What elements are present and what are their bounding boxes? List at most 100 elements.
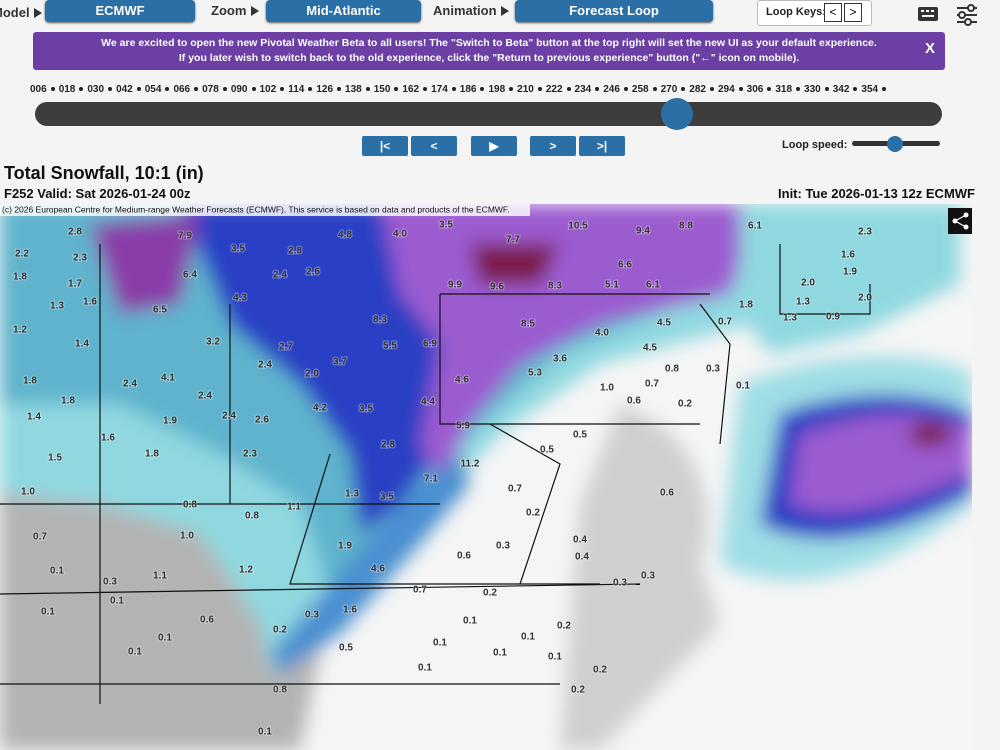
- snowfall-label: 1.8: [61, 396, 75, 407]
- snowfall-label: 0.1: [50, 566, 64, 577]
- snowfall-label: 1.5: [48, 453, 62, 464]
- animation-button[interactable]: Forecast Loop: [515, 0, 713, 22]
- banner-text: We are excited to open the new Pivotal W…: [101, 37, 877, 49]
- toolbar-icons[interactable]: [915, 3, 995, 27]
- forecast-hour[interactable]: 006: [30, 83, 47, 95]
- snowfall-label: 2.3: [858, 227, 872, 238]
- forecast-hour[interactable]: 054: [144, 83, 162, 95]
- snowfall-label: 0.7: [508, 484, 522, 495]
- map-title: Total Snowfall, 10:1 (in): [4, 163, 204, 183]
- forecast-hour[interactable]: 102: [259, 83, 277, 95]
- snowfall-label: 0.2: [571, 685, 585, 696]
- forecast-hour[interactable]: 114: [288, 83, 305, 95]
- forecast-hour[interactable]: 222: [545, 83, 563, 95]
- snowfall-label: 1.2: [239, 565, 253, 576]
- snowfall-label: 3.5: [231, 244, 245, 255]
- snowfall-label: 1.1: [287, 502, 301, 513]
- forecast-hour[interactable]: 078: [202, 83, 219, 95]
- snowfall-label: 6.9: [423, 339, 437, 350]
- playback-button[interactable]: >|: [579, 136, 625, 156]
- snowfall-label: 0.5: [540, 445, 554, 456]
- snowfall-label: 0.1: [463, 616, 477, 627]
- snowfall-label: 2.0: [305, 369, 319, 380]
- forecast-hour[interactable]: 174: [431, 83, 448, 95]
- snowfall-label: 4.0: [595, 328, 609, 339]
- close-button[interactable]: X: [924, 40, 935, 57]
- forecast-hour[interactable]: 090: [230, 83, 248, 95]
- forecast-hour[interactable]: 294: [717, 83, 735, 95]
- loop-key[interactable]: <: [824, 3, 842, 22]
- snowfall-label: 0.2: [593, 665, 607, 676]
- snowfall-label: 0.1: [41, 607, 55, 618]
- forecast-hour[interactable]: 066: [173, 83, 191, 95]
- snowfall-label: 3.7: [333, 357, 347, 368]
- snowfall-label: 0.1: [493, 648, 507, 659]
- separator-dot: [480, 87, 485, 91]
- forecast-hour[interactable]: 042: [116, 83, 133, 95]
- arrow-icon: [34, 8, 42, 18]
- snowfall-label: 1.3: [345, 489, 359, 500]
- separator-dot: [595, 87, 600, 91]
- forecast-hour[interactable]: 354: [861, 83, 879, 95]
- forecast-hour[interactable]: 330: [804, 83, 821, 95]
- playback-button[interactable]: <: [411, 136, 457, 156]
- snowfall-label: 6.4: [183, 270, 197, 281]
- forecast-hour[interactable]: 018: [58, 83, 76, 95]
- forecast-hour[interactable]: 138: [345, 83, 362, 95]
- forecast-hour[interactable]: 306: [746, 83, 764, 95]
- playback-button[interactable]: >: [530, 136, 576, 156]
- snowfall-label: 8.3: [548, 281, 562, 292]
- snowfall-label: 0.4: [573, 535, 587, 546]
- snowfall-label: 1.6: [841, 250, 855, 261]
- forecast-hour[interactable]: 150: [373, 83, 391, 95]
- forecast-hour[interactable]: 246: [603, 83, 620, 95]
- forecast-hour[interactable]: 234: [574, 83, 592, 95]
- separator-dot: [824, 87, 829, 91]
- snowfall-label: 0.1: [521, 632, 535, 643]
- speed-knob[interactable]: [887, 136, 903, 152]
- forecast-hour[interactable]: 318: [775, 83, 793, 95]
- forecast-hour[interactable]: 198: [488, 83, 506, 95]
- snowfall-label: 4.4: [421, 397, 435, 408]
- snowfall-label: 0.8: [273, 685, 287, 696]
- forecast-hour[interactable]: 030: [87, 83, 105, 95]
- slider-knob[interactable]: [661, 98, 693, 130]
- zoom-button[interactable]: Mid-Atlantic: [266, 0, 421, 22]
- forecast-hour[interactable]: 282: [689, 83, 706, 95]
- snowfall-label: 0.6: [627, 396, 641, 407]
- separator-dot: [165, 87, 170, 91]
- snowfall-label: 9.9: [448, 280, 462, 291]
- arrow-icon: [251, 6, 259, 16]
- forecast-hour[interactable]: 258: [631, 83, 649, 95]
- snowfall-label: 0.1: [418, 663, 432, 674]
- snowfall-label: 2.4: [222, 411, 236, 422]
- forecast-hour[interactable]: 342: [832, 83, 850, 95]
- snowfall-label: 0.7: [33, 532, 47, 543]
- forecast-hour[interactable]: 210: [517, 83, 534, 95]
- separator-dot: [194, 87, 199, 91]
- playback-button[interactable]: ▶: [471, 136, 517, 156]
- forecast-hour[interactable]: 162: [402, 83, 420, 95]
- loop-key[interactable]: >: [844, 3, 862, 22]
- separator-dot: [796, 87, 801, 91]
- snowfall-label: 1.6: [101, 433, 115, 444]
- separator-dot: [767, 87, 772, 91]
- snowfall-label: 1.4: [27, 412, 41, 423]
- snowfall-label: 0.7: [645, 379, 659, 390]
- forecast-hour[interactable]: 186: [459, 83, 477, 95]
- snowfall-label: 1.9: [163, 416, 177, 427]
- snowfall-label: 0.2: [678, 399, 692, 410]
- forecast-hour[interactable]: 126: [316, 83, 334, 95]
- time-slider[interactable]: [35, 102, 942, 126]
- snowfall-label: 1.6: [343, 605, 357, 616]
- snowfall-label: 2.6: [306, 267, 320, 278]
- snowfall-label: 7.9: [178, 231, 192, 242]
- share-button[interactable]: [948, 208, 972, 234]
- snowfall-label: 0.6: [660, 488, 674, 499]
- forecast-hour[interactable]: 270: [660, 83, 678, 95]
- model-button[interactable]: ECMWF: [45, 0, 195, 22]
- snowfall-label: 0.3: [641, 571, 655, 582]
- playback-button[interactable]: |<: [362, 136, 408, 156]
- separator-dot: [50, 87, 55, 91]
